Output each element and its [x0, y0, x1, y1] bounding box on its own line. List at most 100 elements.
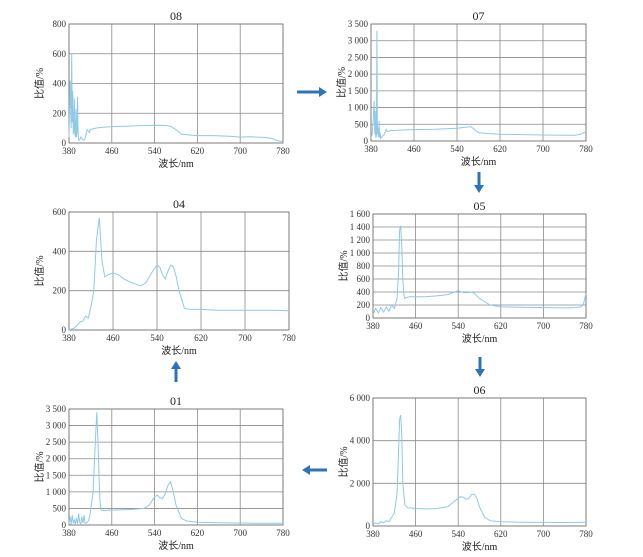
- chart-panel-01: 380 460 540 620 700 780 0 500 1 000 1 500 2 000 2 5…: [33, 394, 290, 552]
- y-tick-label: 0: [62, 325, 67, 335]
- arrow-head: [319, 87, 327, 97]
- x-tick-label: 540: [148, 528, 162, 538]
- x-tick-label: 780: [276, 146, 290, 156]
- y-tick-label: 1 000: [348, 103, 369, 113]
- chart-title: 04: [173, 197, 185, 211]
- x-axis-label: 波长/nm: [161, 344, 197, 357]
- series-line: [370, 30, 587, 140]
- x-tick-label: 380: [62, 528, 76, 538]
- x-tick-label: 620: [191, 146, 205, 156]
- y-tick-label: 600: [53, 49, 67, 59]
- y-tick-label: 2 500: [348, 52, 369, 62]
- y-tick-label: 800: [357, 261, 371, 271]
- x-tick-label: 620: [194, 333, 208, 343]
- x-axis-label: 波长/nm: [462, 332, 498, 345]
- chart-title: 08: [170, 9, 182, 23]
- chart-panel-08: 380 460 540 620 700 780 0 200 400 600 800 08 波长/nm 比值…: [33, 9, 290, 170]
- y-tick-label: 1 000: [46, 487, 67, 497]
- x-axis-label: 波长/nm: [158, 539, 194, 552]
- y-axis-label: 比值/%: [33, 255, 46, 286]
- x-tick-label: 540: [450, 144, 464, 154]
- y-tick-label: 500: [355, 119, 369, 129]
- y-tick-label: 400: [53, 79, 67, 89]
- x-tick-label: 700: [536, 144, 550, 154]
- x-tick-label: 700: [233, 146, 247, 156]
- y-tick-label: 400: [53, 246, 67, 256]
- series-line: [68, 53, 284, 142]
- x-tick-label: 780: [579, 321, 593, 331]
- flow-arrow-08-to-07: [297, 87, 327, 97]
- y-tick-label: 6 000: [350, 393, 371, 403]
- x-tick-label: 700: [537, 321, 551, 331]
- plot-frame: [372, 213, 587, 319]
- y-tick-label: 1 500: [46, 470, 67, 480]
- x-tick-label: 380: [364, 144, 378, 154]
- y-tick-label: 0: [62, 138, 67, 148]
- y-tick-label: 0: [62, 520, 67, 530]
- y-tick-label: 800: [53, 19, 67, 29]
- chart-title: 07: [473, 9, 485, 23]
- chart-panel-05: 380 460 540 620 700 780 0 200 400 600 800 1 000 1 20…: [337, 199, 593, 345]
- x-tick-label: 460: [105, 528, 119, 538]
- series-line: [372, 225, 587, 315]
- chart-title: 06: [474, 383, 486, 397]
- x-tick-label: 700: [233, 528, 247, 538]
- chart-panel-07: 380 460 540 620 700 780 0 500 1 000 1 500 2 000 2 5…: [335, 9, 593, 168]
- x-axis-label: 波长/nm: [462, 540, 498, 553]
- chart-title: 05: [474, 199, 486, 213]
- plot-frame: [68, 23, 284, 144]
- y-tick-label: 0: [366, 313, 371, 323]
- x-tick-label: 540: [150, 333, 164, 343]
- y-axis-label: 比值/%: [335, 67, 348, 98]
- x-tick-label: 620: [494, 321, 508, 331]
- y-tick-label: 0: [364, 136, 369, 146]
- y-tick-label: 1 000: [350, 248, 371, 258]
- y-tick-label: 200: [53, 108, 67, 118]
- chart-panel-06: 380 460 540 620 700 780 0 2 000 4 000 6 000 06 波长/n…: [337, 383, 593, 553]
- y-axis-label: 比值/%: [337, 446, 350, 477]
- series-line: [68, 217, 290, 331]
- plot-frame: [372, 397, 587, 527]
- arrow-head: [302, 465, 310, 475]
- y-tick-label: 200: [53, 286, 67, 296]
- y-tick-label: 2 000: [348, 69, 369, 79]
- flow-arrow-06-to-01: [302, 465, 327, 475]
- x-tick-label: 380: [366, 529, 380, 539]
- x-tick-label: 620: [493, 144, 507, 154]
- x-tick-label: 380: [62, 333, 76, 343]
- y-tick-label: 0: [366, 521, 371, 531]
- flow-arrow-05-to-06: [475, 357, 485, 377]
- x-tick-label: 460: [106, 333, 120, 343]
- x-tick-label: 780: [579, 144, 593, 154]
- y-tick-label: 400: [357, 287, 371, 297]
- y-tick-label: 1 200: [350, 235, 371, 245]
- arrow-head: [474, 185, 484, 193]
- x-tick-label: 700: [238, 333, 252, 343]
- x-axis-label: 波长/nm: [461, 155, 497, 168]
- x-tick-label: 460: [105, 146, 119, 156]
- chart-panel-04: 380 460 540 620 700 780 0 200 400 600 04 波长/nm 比值/%: [33, 197, 296, 357]
- x-tick-label: 540: [451, 321, 465, 331]
- x-tick-label: 540: [451, 529, 465, 539]
- y-tick-label: 4 000: [350, 436, 371, 446]
- y-tick-label: 2 000: [350, 478, 371, 488]
- y-axis-label: 比值/%: [33, 68, 46, 99]
- arrow-head: [475, 369, 485, 377]
- y-tick-label: 2 000: [46, 454, 67, 464]
- y-axis-label: 比值/%: [33, 451, 46, 482]
- y-tick-label: 600: [357, 274, 371, 284]
- x-tick-label: 460: [409, 321, 423, 331]
- y-tick-label: 3 500: [348, 19, 369, 29]
- flow-arrow-07-to-05: [474, 172, 484, 193]
- x-axis-label: 波长/nm: [158, 157, 194, 170]
- x-tick-label: 380: [62, 146, 76, 156]
- y-tick-label: 500: [53, 503, 67, 513]
- x-tick-label: 780: [282, 333, 296, 343]
- flow-arrow-01-to-04: [171, 361, 181, 382]
- x-tick-label: 780: [579, 529, 593, 539]
- plot-frame: [68, 408, 284, 526]
- y-tick-label: 2 500: [46, 437, 67, 447]
- x-tick-label: 620: [494, 529, 508, 539]
- y-tick-label: 200: [357, 300, 371, 310]
